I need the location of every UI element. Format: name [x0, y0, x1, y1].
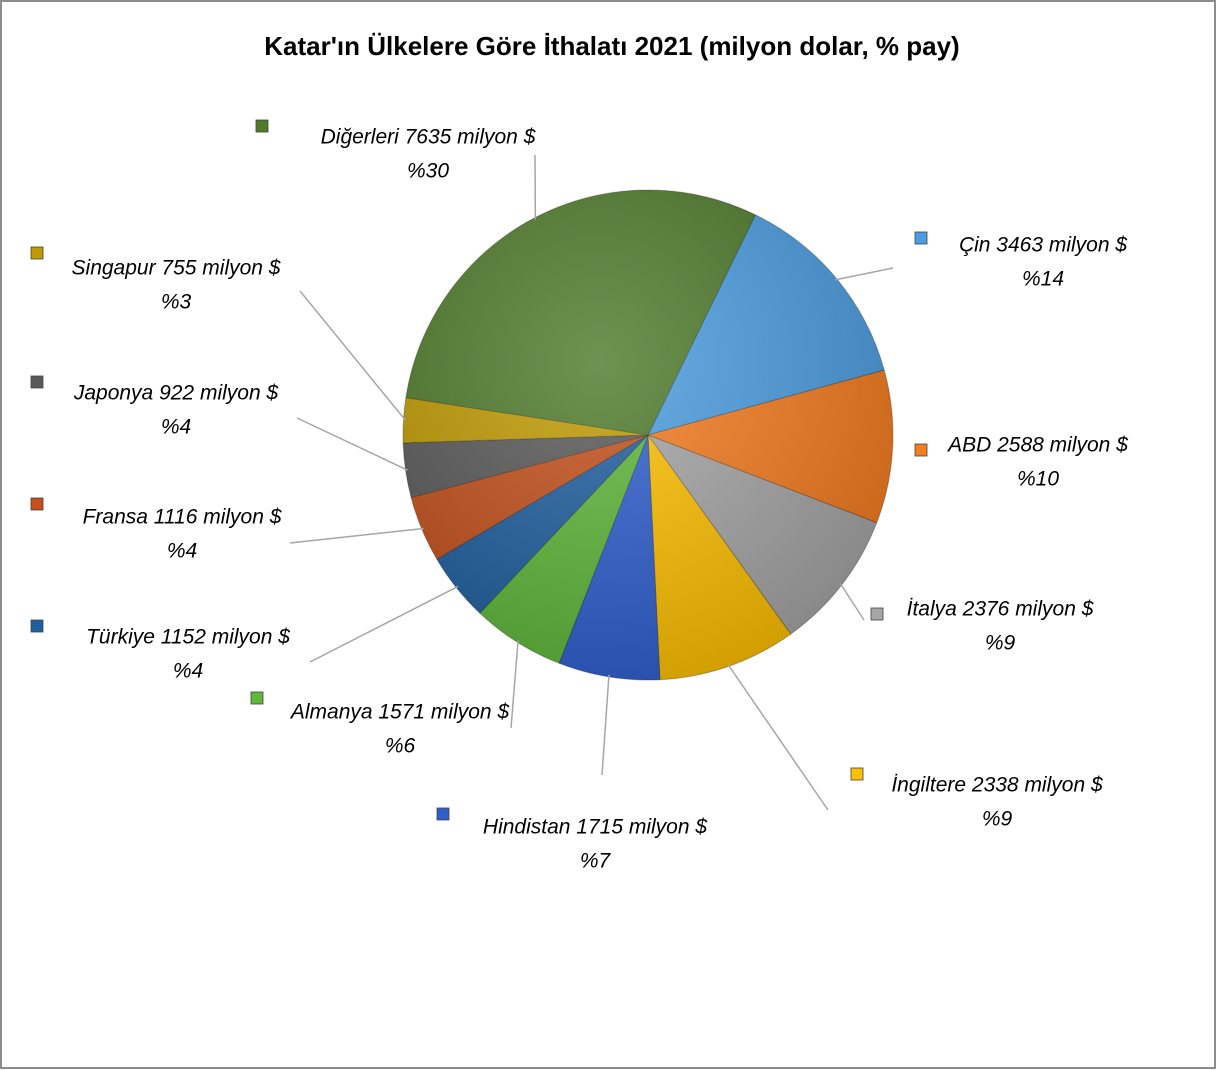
percent-label: %9	[982, 808, 1013, 831]
percent-label: %10	[1017, 468, 1059, 491]
legend-marker	[255, 119, 269, 133]
pie	[402, 189, 894, 681]
percent-label: %4	[167, 540, 197, 563]
data-label: Hindistan 1715 milyon $	[483, 816, 707, 839]
leader-line	[839, 583, 865, 621]
data-label: Çin 3463 milyon $	[959, 234, 1127, 257]
data-label: Diğerleri 7635 milyon $	[321, 126, 536, 149]
percent-label: %6	[385, 735, 416, 758]
percent-label: %4	[161, 416, 191, 439]
percent-label: %14	[1022, 268, 1064, 291]
leader-line	[296, 417, 408, 471]
percent-label: %9	[985, 632, 1016, 655]
data-label: Türkiye 1152 milyon $	[86, 626, 290, 649]
leader-line	[309, 585, 459, 663]
legend-marker	[850, 767, 864, 781]
leader-line	[834, 267, 894, 281]
percent-label: %4	[173, 660, 203, 683]
labels: Çin 3463 milyon $ %14 ABD 2588 milyon $ %10…	[30, 119, 1128, 873]
data-label: ABD 2588 milyon $	[946, 434, 1128, 457]
chart-title: Katar'ın Ülkelere Göre İthalatı 2021 (mi…	[264, 31, 959, 61]
leader-line	[289, 527, 424, 544]
leader-line	[727, 664, 829, 811]
leader-line	[299, 290, 407, 421]
legend-marker	[30, 375, 44, 389]
data-label: Singapur 755 milyon $	[72, 257, 281, 280]
data-label: Japonya 922 milyon $	[73, 382, 279, 405]
legend-marker	[914, 443, 928, 457]
percent-label: %30	[407, 160, 449, 183]
legend-marker	[870, 607, 884, 621]
legend-marker	[436, 807, 450, 821]
legend-marker	[914, 231, 928, 245]
legend-marker	[30, 246, 44, 260]
legend-marker	[250, 691, 264, 705]
leader-line	[601, 674, 610, 776]
data-label: Almanya 1571 milyon $	[289, 701, 510, 724]
data-label: Fransa 1116 milyon $	[83, 506, 282, 529]
data-label: İtalya 2376 milyon $	[907, 598, 1094, 621]
data-label: İngiltere 2338 milyon $	[891, 774, 1103, 797]
leader-line	[510, 640, 519, 729]
percent-label: %3	[161, 291, 192, 314]
percent-label: %7	[580, 850, 612, 873]
legend-marker	[30, 497, 44, 511]
legend-marker	[30, 619, 44, 633]
